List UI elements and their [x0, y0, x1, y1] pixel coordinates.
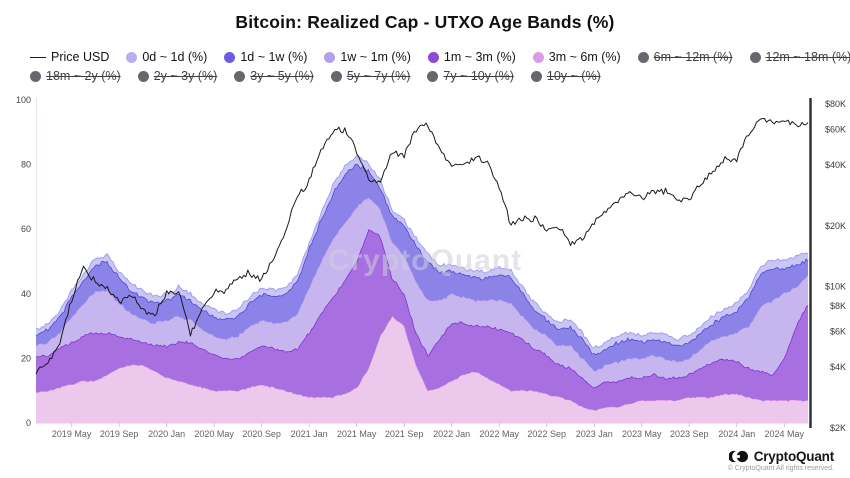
- footer: CryptoQuant © CryptoQuant All rights res…: [727, 449, 835, 472]
- x-axis-tick-label: 2021 Jan: [291, 429, 328, 439]
- right-axis-tick-label: $2K: [830, 423, 846, 433]
- series-dot-icon: [427, 51, 439, 63]
- series-dot-icon: [532, 51, 544, 63]
- price-line-swatch: [30, 56, 46, 58]
- legend-item-label: 2y ~ 3y (%): [153, 69, 218, 83]
- x-axis-tick-label: 2023 Sep: [670, 429, 709, 439]
- legend-row-2: 18m ~ 2y (%) 2y ~ 3y (%) 3y ~ 5y (%) 5y ~ 7…: [30, 69, 842, 83]
- x-axis-tick-label: 2020 Sep: [242, 429, 281, 439]
- legend-item-label: 12m ~ 18m (%): [765, 50, 850, 64]
- legend-item-1w-1m[interactable]: 1w ~ 1m (%): [324, 50, 411, 64]
- legend-item-label: 6m ~ 12m (%): [653, 50, 733, 64]
- x-axis-tick-label: 2020 Jan: [148, 429, 185, 439]
- legend-item-label: 1m ~ 3m (%): [443, 50, 516, 64]
- left-axis-tick-label: 60: [21, 224, 31, 234]
- legend-item-label: 0d ~ 1d (%): [142, 50, 208, 64]
- x-axis-tick-label: 2023 May: [622, 429, 662, 439]
- legend-item-0d-1d[interactable]: 0d ~ 1d (%): [126, 50, 207, 64]
- band-area-1d-1w: [36, 163, 808, 371]
- legend-item-1d-1w[interactable]: 1d ~ 1w (%): [224, 50, 307, 64]
- right-axis-tick-label: $80K: [825, 99, 846, 109]
- legend-item-label: 7y ~ 10y (%): [443, 69, 514, 83]
- right-axis-tick-label: $6K: [830, 327, 846, 337]
- price-line: [35, 118, 809, 375]
- x-axis-tick-label: 2022 May: [479, 429, 519, 439]
- x-axis-tick-label: 2023 Jan: [576, 429, 613, 439]
- left-axis-tick-label: 40: [21, 289, 31, 299]
- series-dot-icon: [234, 70, 246, 82]
- x-axis-tick-label: 2021 Sep: [385, 429, 424, 439]
- left-axis-tick-label: 20: [21, 353, 31, 363]
- legend: Price USD 0d ~ 1d (%) 1d ~ 1w (%) 1w ~ 1m (…: [30, 50, 850, 88]
- x-axis-tick-label: 2024 Jan: [718, 429, 755, 439]
- left-axis-tick-label: 100: [16, 95, 31, 105]
- right-axis-tick-label: $20K: [825, 221, 846, 231]
- legend-item-6m-12m[interactable]: 6m ~ 12m (%): [637, 50, 733, 64]
- x-axis-tick-label: 2019 May: [52, 429, 92, 439]
- x-axis-tick-label: 2022 Sep: [527, 429, 566, 439]
- legend-item-price-usd[interactable]: Price USD: [30, 50, 109, 64]
- series-dot-icon: [224, 51, 236, 63]
- legend-item-1m-3m[interactable]: 1m ~ 3m (%): [427, 50, 516, 64]
- legend-item-label: 18m ~ 2y (%): [46, 69, 121, 83]
- legend-item-3y-5y[interactable]: 3y ~ 5y (%): [234, 69, 314, 83]
- legend-item-12m-18m[interactable]: 12m ~ 18m (%): [749, 50, 850, 64]
- legend-item-label: Price USD: [51, 50, 110, 64]
- legend-item-label: 5y ~ 7y (%): [346, 69, 411, 83]
- legend-item-label: 1w ~ 1m (%): [340, 50, 411, 64]
- legend-item-label: 10y ~ (%): [546, 69, 601, 83]
- series-dot-icon: [30, 70, 41, 82]
- left-axis-tick-label: 80: [21, 160, 31, 170]
- right-axis-tick-label: $60K: [825, 124, 846, 134]
- legend-item-label: 3y ~ 5y (%): [250, 69, 314, 83]
- cryptoquant-logo-icon: [728, 450, 748, 463]
- legend-row-1: Price USD 0d ~ 1d (%) 1d ~ 1w (%) 1w ~ 1m (…: [30, 50, 850, 64]
- x-axis-tick-label: 2020 May: [194, 429, 234, 439]
- series-dot-icon: [126, 51, 138, 63]
- series-dot-icon: [330, 70, 342, 82]
- x-axis-tick-label: 2019 Sep: [100, 429, 139, 439]
- legend-item-18m-2y[interactable]: 18m ~ 2y (%): [30, 69, 121, 83]
- right-axis-tick-label: $10K: [825, 282, 846, 292]
- legend-item-7y-10y[interactable]: 7y ~ 10y (%): [427, 69, 514, 83]
- x-axis-tick-label: 2022 Jan: [433, 429, 470, 439]
- x-axis-tick-label: 2024 May: [764, 429, 804, 439]
- band-area-3m-6m: [36, 315, 808, 423]
- chart-title: Bitcoin: Realized Cap - UTXO Age Bands (…: [235, 12, 615, 32]
- copyright-text: © CryptoQuant All rights reserved.: [727, 465, 834, 472]
- legend-item-2y-3y[interactable]: 2y ~ 3y (%): [137, 69, 218, 83]
- right-axis-tick-label: $4K: [830, 362, 846, 372]
- right-axis-tick-label: $40K: [825, 160, 846, 170]
- series-dot-icon: [137, 70, 149, 82]
- band-area-1m-3m: [36, 229, 808, 411]
- legend-item-10y[interactable]: 10y ~ (%): [530, 69, 601, 83]
- series-dot-icon: [324, 51, 336, 63]
- band-area-1w-1m: [36, 197, 808, 388]
- legend-item-label: 1d ~ 1w (%): [240, 50, 308, 64]
- legend-item-3m-6m[interactable]: 3m ~ 6m (%): [532, 50, 621, 64]
- left-axis-tick-label: 0: [26, 418, 31, 428]
- legend-item-label: 3m ~ 6m (%): [548, 50, 621, 64]
- band-edge-0d-1d: [35, 155, 809, 349]
- legend-item-5y-7y[interactable]: 5y ~ 7y (%): [330, 69, 411, 83]
- right-axis-tick-label: $8K: [830, 301, 846, 311]
- series-dot-icon: [749, 51, 761, 63]
- series-dot-icon: [637, 51, 649, 63]
- series-dot-icon: [427, 70, 439, 82]
- x-axis-tick-label: 2021 May: [337, 429, 377, 439]
- brand-name: CryptoQuant: [753, 449, 834, 464]
- series-dot-icon: [530, 70, 542, 82]
